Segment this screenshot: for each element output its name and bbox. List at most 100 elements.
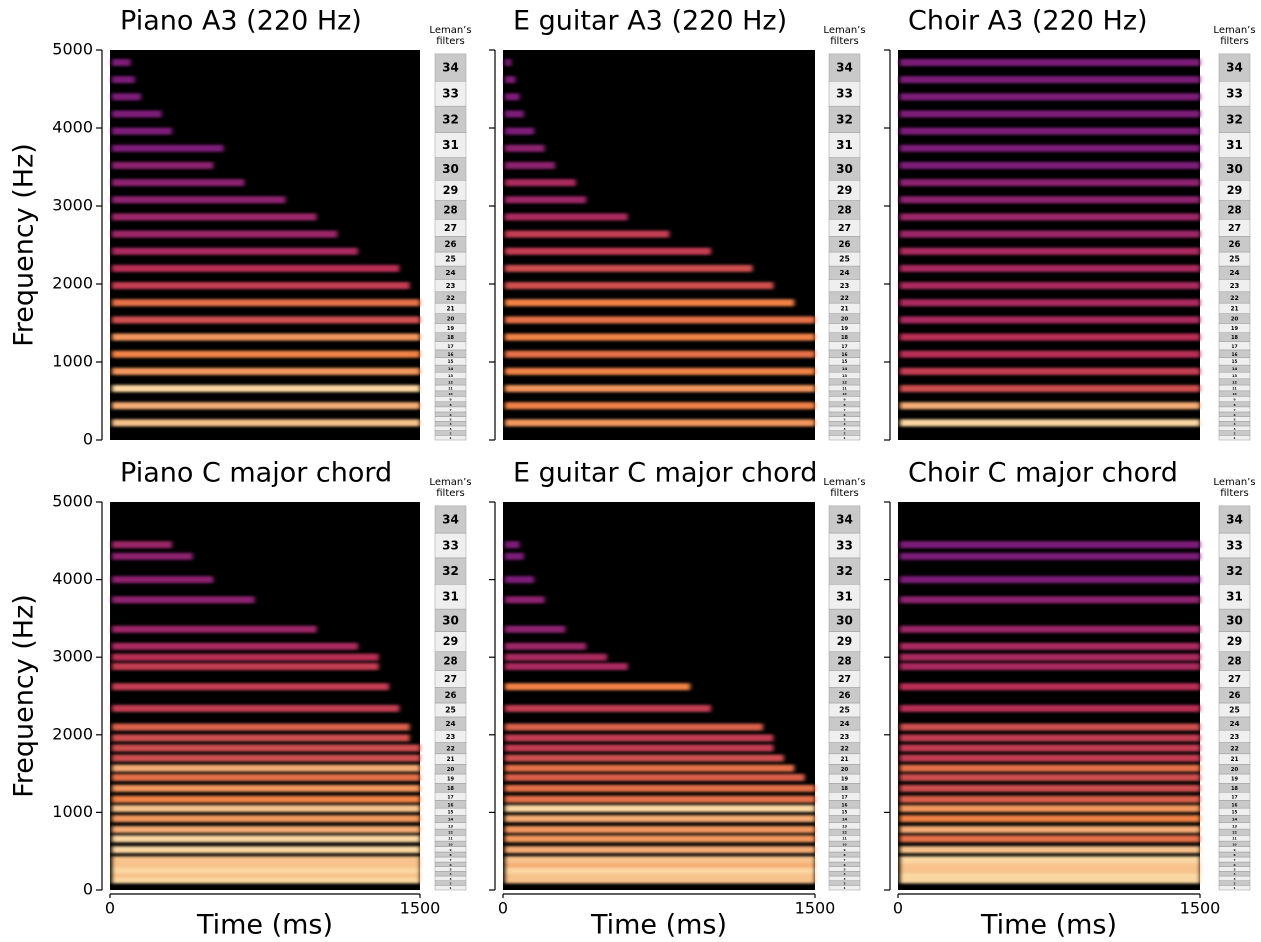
- filter-label: 22: [1230, 295, 1239, 302]
- filter-label: 1: [1233, 436, 1235, 440]
- harmonic-band: [112, 110, 162, 118]
- filter-label: 12: [448, 831, 453, 835]
- filter-label: 3: [449, 877, 451, 881]
- filter-label: 27: [1228, 674, 1241, 685]
- filter-label: 27: [444, 674, 457, 685]
- filter-band: [1218, 132, 1251, 158]
- harmonic-band: [112, 316, 420, 324]
- axes: [489, 49, 496, 441]
- harmonic-band: [112, 196, 286, 204]
- harmonic-band: [112, 299, 420, 307]
- harmonic-band: [112, 419, 420, 427]
- filter-label: 29: [443, 184, 459, 197]
- filter-column: Leman’sfilters12345678910111213141516171…: [823, 25, 866, 441]
- filter-label: 27: [838, 674, 851, 685]
- harmonic-band: [112, 350, 420, 358]
- filter-column: Leman’sfilters12345678910111213141516171…: [1213, 25, 1256, 441]
- x-tick-label: 0: [105, 899, 115, 918]
- filter-label: 29: [443, 635, 458, 648]
- harmonic-band: [112, 876, 420, 884]
- panel: E guitar A3 (220 Hz): [489, 6, 815, 441]
- bands: [900, 58, 1200, 427]
- filter-label: 16: [448, 802, 454, 808]
- filter-label: 20: [841, 767, 849, 773]
- harmonic-band: [900, 196, 1200, 204]
- harmonic-band: [900, 860, 1200, 868]
- filter-label: 34: [442, 512, 459, 526]
- harmonic-band: [900, 754, 1200, 762]
- filter-label: 6: [1233, 863, 1235, 867]
- filter-label: 25: [1229, 705, 1240, 714]
- harmonic-band: [900, 385, 1200, 393]
- harmonic-band: [505, 333, 815, 341]
- harmonic-band: [505, 805, 815, 813]
- filter-label: 24: [1229, 268, 1239, 277]
- filter-label: 23: [840, 733, 850, 741]
- harmonic-band: [112, 754, 420, 762]
- filter-label: 18: [447, 335, 454, 341]
- harmonic-band: [900, 93, 1200, 101]
- filter-label: 21: [1230, 306, 1238, 312]
- filter-label: 11: [842, 386, 847, 390]
- filter-label: 19: [841, 777, 849, 783]
- filter-label: 16: [1232, 802, 1238, 808]
- filter-label: 33: [442, 538, 459, 552]
- filter-label: 12: [448, 380, 453, 384]
- filter-label: 14: [448, 816, 454, 821]
- filter-band: [434, 132, 467, 158]
- filter-band: [828, 584, 861, 610]
- filter-label: 13: [1232, 374, 1238, 378]
- harmonic-band: [900, 870, 1200, 878]
- filter-label: 20: [447, 767, 455, 773]
- harmonic-band: [900, 367, 1200, 375]
- filter-label: 8: [449, 403, 451, 407]
- filter-label: 8: [843, 853, 845, 857]
- filter-label: 26: [839, 240, 851, 250]
- harmonic-band: [505, 76, 516, 84]
- filter-label: 25: [839, 255, 850, 264]
- panel: Choir C major chord 0 1500 Time (ms): [884, 458, 1220, 941]
- harmonic-band: [112, 541, 172, 549]
- harmonic-band: [112, 825, 420, 833]
- filter-label: 23: [1230, 733, 1240, 741]
- harmonic-band: [505, 795, 815, 803]
- harmonic-band: [112, 815, 420, 823]
- filter-label: 5: [843, 868, 845, 872]
- plot-area: [110, 50, 420, 440]
- bands: [505, 58, 815, 427]
- harmonic-band: [900, 350, 1200, 358]
- harmonic-band: [505, 642, 587, 650]
- filter-label: 1: [843, 436, 845, 440]
- filter-label: 6: [1233, 413, 1235, 417]
- harmonic-band: [505, 230, 670, 238]
- filter-label: 7: [843, 858, 845, 862]
- filter-label: 25: [445, 255, 456, 264]
- harmonic-band: [112, 764, 420, 772]
- filter-label: 3: [843, 877, 845, 881]
- harmonic-band: [900, 876, 1200, 884]
- axes: [96, 501, 421, 898]
- filter-label: 34: [442, 61, 459, 75]
- filter-label: 21: [446, 757, 454, 763]
- harmonic-band: [505, 58, 512, 66]
- harmonic-band: [505, 127, 535, 135]
- harmonic-band: [505, 367, 815, 375]
- filter-label: 31: [1226, 590, 1243, 604]
- harmonic-band: [900, 333, 1200, 341]
- filter-label: 21: [446, 306, 454, 312]
- filter-label: 8: [449, 853, 451, 857]
- harmonic-band: [900, 247, 1200, 255]
- harmonic-band: [900, 161, 1200, 169]
- filter-label: 26: [839, 691, 851, 701]
- harmonic-band: [505, 825, 815, 833]
- filter-band: [434, 505, 467, 534]
- filter-label: 8: [843, 403, 845, 407]
- harmonic-band: [112, 805, 420, 813]
- filter-label: 16: [842, 802, 848, 808]
- filter-label: 29: [837, 184, 853, 197]
- filter-title: Leman’s: [823, 477, 865, 488]
- harmonic-band: [505, 316, 815, 324]
- filter-label: 29: [1227, 635, 1242, 648]
- x-tick-label: 0: [893, 899, 903, 918]
